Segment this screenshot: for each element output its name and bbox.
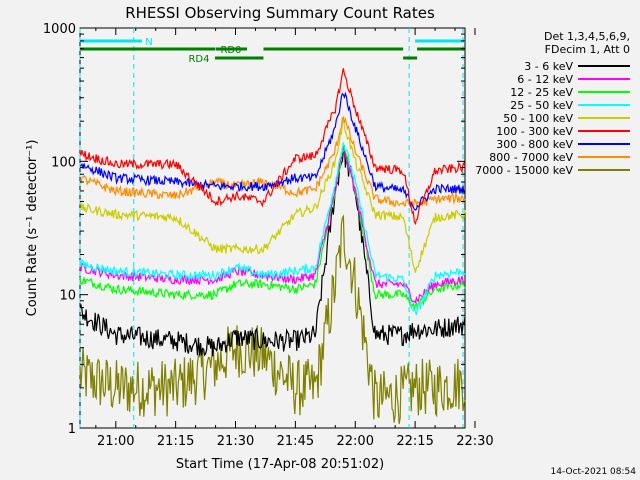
y-tick-label-1: 10 xyxy=(59,289,76,304)
x-tick-label-6: 22:30 xyxy=(456,434,493,449)
chart-title: RHESSI Observing Summary Count Rates xyxy=(125,4,435,22)
legend-label-1: 6 - 12 keV xyxy=(517,73,573,86)
y-axis: 1 10 100 1000 xyxy=(43,22,465,437)
legend-label-0: 3 - 6 keV xyxy=(524,60,573,73)
series-line-4 xyxy=(79,117,466,273)
legend-label-7: 800 - 7000 keV xyxy=(489,151,573,164)
y-tick-label-3: 1000 xyxy=(43,22,76,37)
x-axis: 21:00 21:15 21:30 21:45 22:00 22:15 22:30 xyxy=(95,28,494,449)
x-tick-label-3: 21:45 xyxy=(277,434,314,449)
x-tick-label-0: 21:00 xyxy=(97,434,134,449)
timestamp: 14-Oct-2021 08:54 xyxy=(551,467,637,477)
y-tick-label-0: 1 xyxy=(68,422,76,437)
series-line-5 xyxy=(79,68,466,226)
x-axis-label: Start Time (17-Apr-08 20:51:02) xyxy=(176,457,384,472)
legend-header-line-1: Det 1,3,4,5,6,9, xyxy=(544,30,630,43)
state-bars: N RD0 RD4 xyxy=(80,37,465,65)
state-bar-label-rd0: RD0 xyxy=(220,45,241,56)
legend-label-4: 50 - 100 keV xyxy=(503,112,573,125)
legend: Det 1,3,4,5,6,9, FDecim 1, Att 0 3 - 6 k… xyxy=(475,30,630,177)
state-bar-label-rd4: RD4 xyxy=(188,54,209,65)
legend-label-5: 100 - 300 keV xyxy=(496,125,573,138)
dashed-markers xyxy=(79,28,464,428)
series-line-7 xyxy=(79,115,466,209)
legend-header-line-2: FDecim 1, Att 0 xyxy=(545,43,630,56)
legend-label-6: 300 - 800 keV xyxy=(496,138,573,151)
series-line-3 xyxy=(79,142,466,316)
x-tick-label-4: 22:00 xyxy=(337,434,374,449)
series-layer xyxy=(79,68,466,425)
y-axis-label: Count Rate (s⁻¹ detector⁻¹) xyxy=(25,140,40,317)
x-tick-label-2: 21:30 xyxy=(217,434,254,449)
x-tick-label-5: 22:15 xyxy=(396,434,433,449)
state-bar-label-n: N xyxy=(145,37,152,48)
series-line-8 xyxy=(79,214,466,425)
legend-label-8: 7000 - 15000 keV xyxy=(475,164,573,177)
series-line-0 xyxy=(79,145,466,357)
series-line-1 xyxy=(79,142,466,304)
legend-label-3: 25 - 50 keV xyxy=(510,99,573,112)
series-line-2 xyxy=(79,147,466,312)
y-tick-label-2: 100 xyxy=(51,155,76,170)
legend-label-2: 12 - 25 keV xyxy=(510,86,573,99)
series-line-6 xyxy=(79,91,466,211)
x-tick-label-1: 21:15 xyxy=(157,434,194,449)
